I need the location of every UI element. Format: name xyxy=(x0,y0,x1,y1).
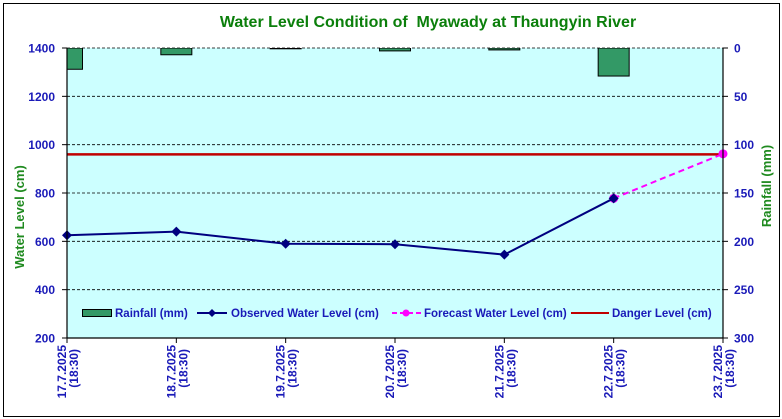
x-tick-label-time: (18:30) xyxy=(67,349,81,388)
observed-point xyxy=(499,249,510,260)
chart-title: Water Level Condition of Myawady at Thau… xyxy=(220,14,636,31)
left-tick-label: 200 xyxy=(35,332,55,346)
rainfall-bar xyxy=(379,48,411,52)
right-tick-label: 300 xyxy=(734,332,754,346)
rainfall-bar xyxy=(67,48,83,70)
observed-point xyxy=(608,193,619,204)
legend-label-observed: Observed Water Level (cm) xyxy=(231,308,379,320)
rainfall-bar xyxy=(597,48,630,77)
right-axis-title: Rainfall (mm) xyxy=(759,145,774,227)
legend: Rainfall (mm) Observed Water Level (cm) … xyxy=(82,308,712,320)
observed-point xyxy=(280,238,291,249)
observed-point xyxy=(171,226,182,237)
left-tick-label: 400 xyxy=(35,283,55,297)
x-tick-label-time: (18:30) xyxy=(395,349,409,388)
legend-item-danger: Danger Level (cm) xyxy=(571,308,712,320)
right-tick-label: 0 xyxy=(734,42,741,56)
left-axis-title: Water Level (cm) xyxy=(12,165,27,269)
right-tick-label: 50 xyxy=(734,90,748,104)
legend-marker-circle xyxy=(402,309,410,317)
observed-point xyxy=(390,239,400,250)
series-lines xyxy=(62,149,728,260)
legend-label-danger: Danger Level (cm) xyxy=(612,308,712,320)
observed-water-level-line xyxy=(66,197,615,256)
right-tick-label: 200 xyxy=(734,235,754,249)
x-tick-label-date: 21.7.2025 xyxy=(492,345,506,399)
x-tick-label-time: (18:30) xyxy=(723,349,737,388)
x-tick-label-time: (18:30) xyxy=(286,349,300,388)
legend-marker-diamond xyxy=(208,309,216,317)
x-tick-label-date: 23.7.2025 xyxy=(711,345,725,399)
left-tick-label: 600 xyxy=(35,235,55,249)
left-tick-label: 800 xyxy=(35,187,55,201)
x-tick-label-time: (18:30) xyxy=(504,349,518,388)
legend-swatch-rainfall xyxy=(82,309,112,317)
legend-label-forecast: Forecast Water Level (cm) xyxy=(424,308,567,320)
left-tick-label: 1200 xyxy=(28,90,55,104)
legend-label-rainfall: Rainfall (mm) xyxy=(115,308,188,320)
x-tick-label-date: 19.7.2025 xyxy=(274,345,288,399)
x-tick-label-time: (18:30) xyxy=(614,349,628,388)
left-axis-ticks: 200 400 600 800 1000 1200 1400 xyxy=(28,42,67,346)
x-axis-ticks: 17.7.2025(18:30) 18.7.2025(18:30) 19.7.202… xyxy=(55,338,737,398)
rainfall-bars xyxy=(67,48,630,77)
right-tick-label: 100 xyxy=(734,138,754,152)
x-tick-label-date: 22.7.2025 xyxy=(602,345,616,399)
rainfall-bar xyxy=(488,48,521,51)
x-tick-label-date: 20.7.2025 xyxy=(383,345,397,399)
legend-item-observed: Observed Water Level (cm) xyxy=(197,308,379,320)
x-tick-label-date: 17.7.2025 xyxy=(55,345,69,399)
left-tick-label: 1400 xyxy=(28,42,55,56)
x-tick-label-date: 18.7.2025 xyxy=(164,345,178,399)
rainfall-bar xyxy=(160,48,193,56)
right-axis-ticks: 0 50 100 150 200 250 300 xyxy=(723,42,754,346)
legend-item-forecast: Forecast Water Level (cm) xyxy=(392,308,567,320)
rainfall-bar xyxy=(269,48,302,50)
x-tick-label-time: (18:30) xyxy=(176,349,190,388)
right-tick-label: 150 xyxy=(734,187,754,201)
right-tick-label: 250 xyxy=(734,283,754,297)
legend-item-rainfall: Rainfall (mm) xyxy=(82,308,188,320)
left-tick-label: 1000 xyxy=(28,138,55,152)
